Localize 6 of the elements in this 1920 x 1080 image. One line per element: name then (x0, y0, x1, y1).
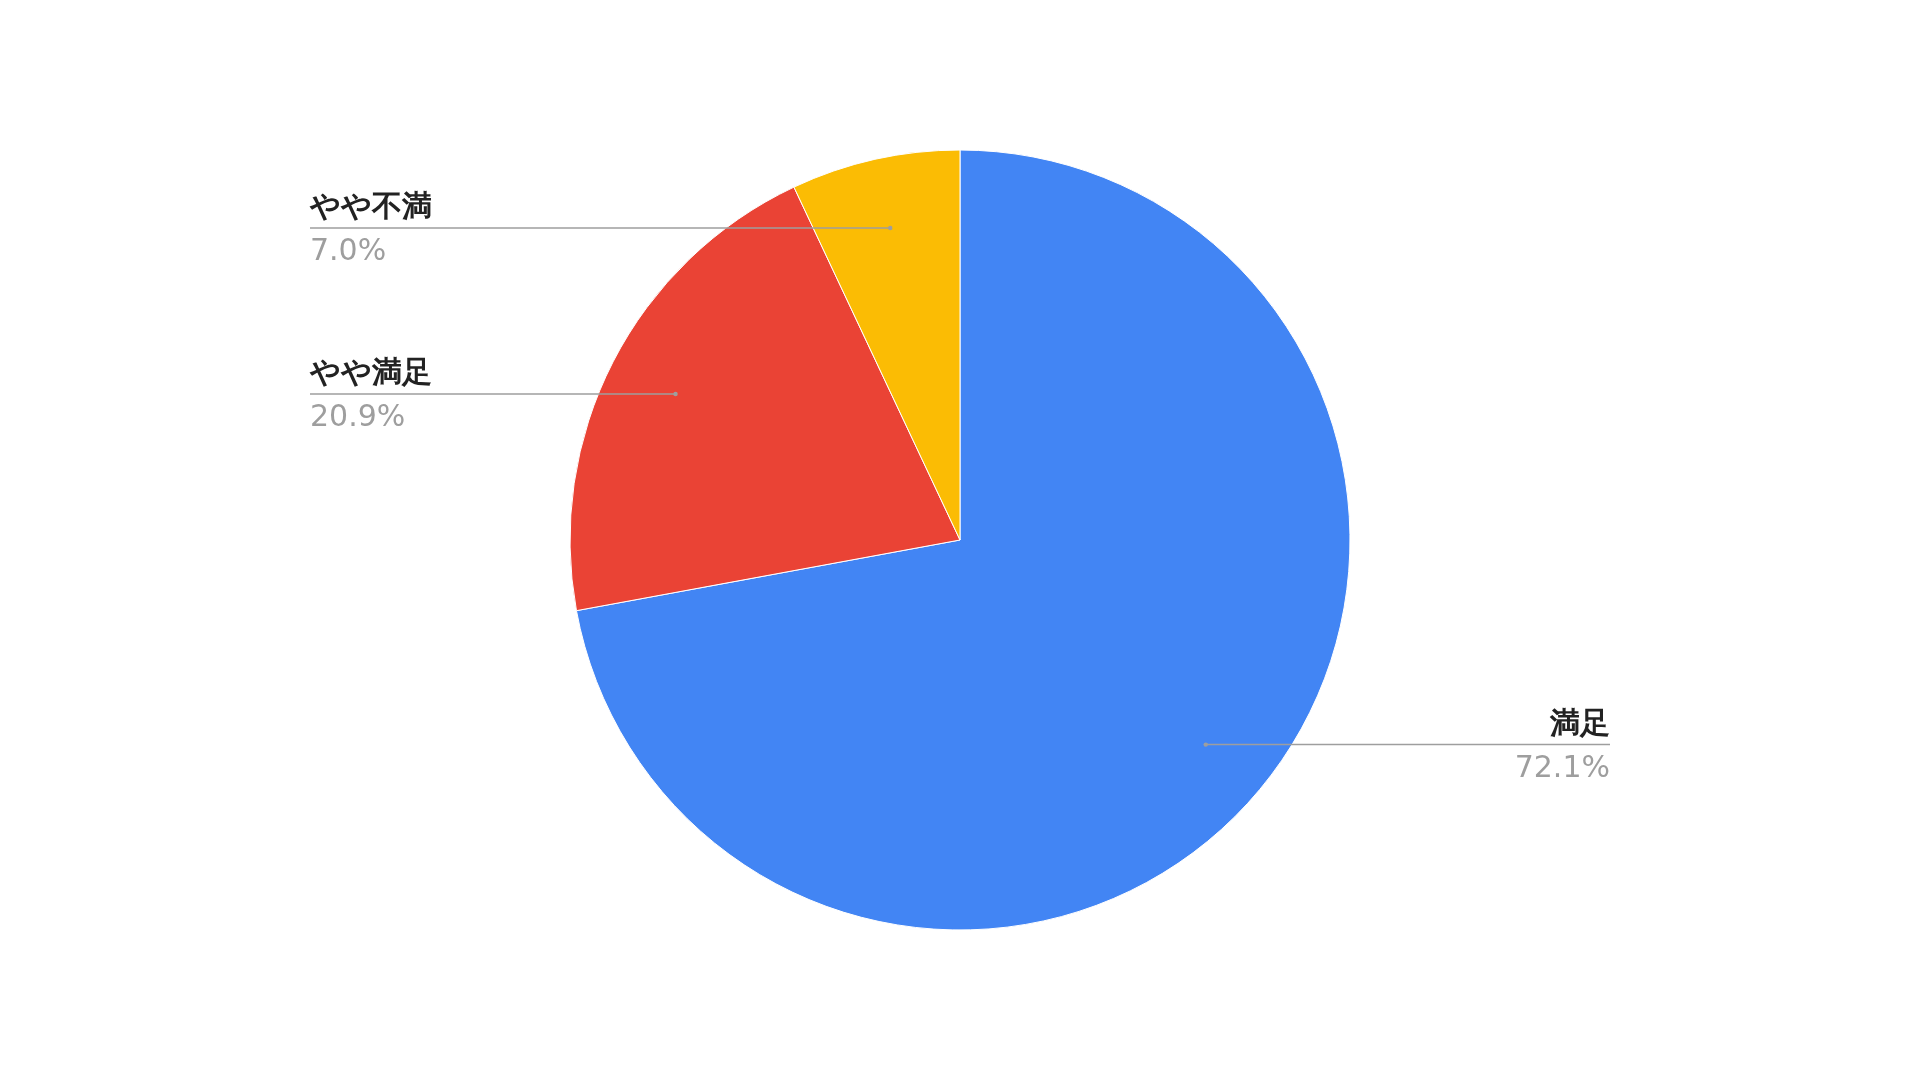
data-label: 7.0% (310, 231, 387, 267)
slice-label: 満足 (1549, 704, 1610, 740)
data-label: 72.1% (1514, 748, 1610, 784)
slice-label: やや満足 (309, 353, 432, 389)
slice-label: やや不満 (309, 187, 432, 223)
data-label: 20.9% (310, 397, 406, 433)
